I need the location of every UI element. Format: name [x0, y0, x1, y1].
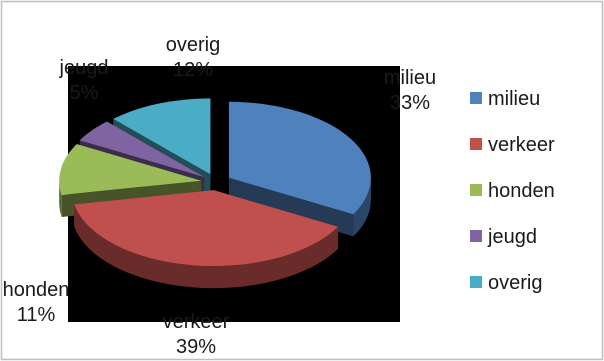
slice-milieu-top	[228, 101, 371, 215]
legend-label-milieu: milieu	[488, 88, 540, 110]
legend-item-verkeer: verkeer	[470, 134, 555, 156]
slice-jeugd-top	[79, 121, 205, 177]
data-label-honden-category: honden	[3, 279, 70, 301]
data-label-jeugd-percent: 5%	[70, 82, 99, 104]
slice-overig-top	[113, 98, 211, 175]
legend-label-overig: overig	[488, 272, 542, 294]
legend-swatch-jeugd	[470, 230, 482, 242]
data-label-honden-percent: 11%	[17, 304, 56, 326]
slice-milieu-rim-0	[353, 177, 371, 237]
data-label-verkeer-category: verkeer	[163, 311, 230, 333]
slice-honden-top	[59, 144, 202, 195]
legend-item-milieu: milieu	[470, 88, 540, 110]
data-label-verkeer-percent: 39%	[176, 336, 216, 358]
data-label-overig-percent: 12%	[173, 59, 213, 81]
data-label-milieu-category: milieu	[384, 67, 436, 89]
slice-milieu-wall-1	[228, 177, 354, 237]
legend-label-verkeer: verkeer	[488, 134, 555, 156]
legend-swatch-verkeer	[470, 138, 482, 150]
data-label-milieu-percent: 33%	[390, 92, 430, 114]
slice-verkeer-rim-0	[74, 204, 339, 289]
legend-swatch-overig	[470, 276, 482, 288]
legend-label-jeugd: jeugd	[487, 226, 537, 248]
legend-item-overig: overig	[470, 272, 542, 294]
slice-verkeer-top	[74, 190, 339, 267]
legend-label-honden: honden	[488, 180, 555, 202]
data-label-overig-category: overig	[166, 34, 220, 56]
data-label-jeugd-category: jeugd	[59, 57, 109, 79]
legend-swatch-milieu	[470, 92, 482, 104]
legend-item-honden: honden	[470, 180, 555, 202]
legend-swatch-honden	[470, 184, 482, 196]
legend-item-jeugd: jeugd	[470, 226, 537, 248]
legend: milieu verkeer honden jeugd overig	[470, 88, 555, 294]
pie-slices	[59, 98, 371, 289]
slice-milieu	[228, 101, 371, 237]
slice-honden-rim-0	[59, 180, 62, 217]
slice-verkeer	[74, 190, 339, 289]
data-labels: milieu 33% verkeer 39% honden 11% jeugd 5% overi…	[3, 34, 437, 358]
